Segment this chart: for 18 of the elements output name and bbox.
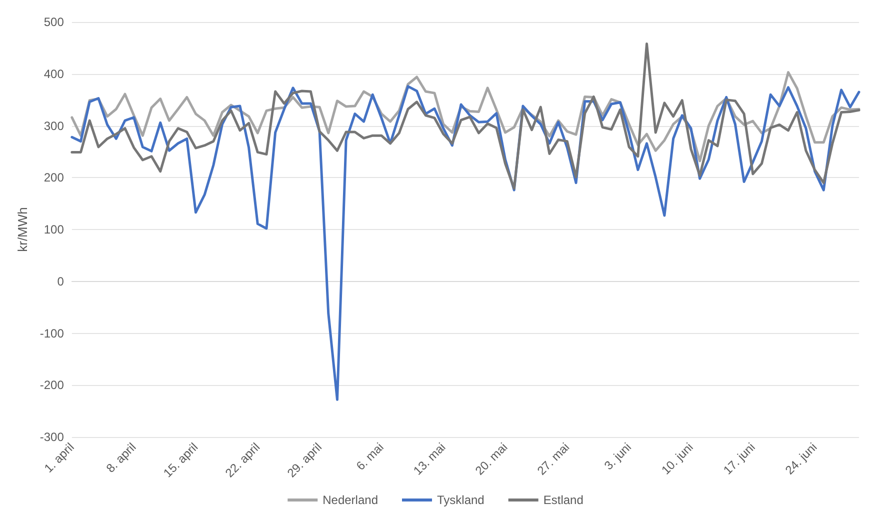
y-tick-label: 500 — [44, 15, 64, 29]
x-tick-label: 20. mai — [472, 440, 510, 478]
legend-label: Estland — [543, 493, 584, 507]
x-tick-label: 13. mai — [410, 440, 448, 478]
y-tick-label: 400 — [44, 66, 64, 81]
y-tick-label: 300 — [44, 118, 64, 133]
line-series — [70, 42, 860, 190]
y-tick-label: 0 — [57, 274, 64, 288]
y-tick-label: -100 — [40, 326, 64, 340]
y-tick-label: 200 — [44, 170, 64, 185]
legend-label: Tyskland — [436, 493, 484, 507]
x-tick-label: 27. mai — [534, 440, 572, 478]
y-axis-title: kr/MWh — [15, 207, 30, 252]
y-tick-label: 100 — [44, 222, 64, 236]
y-tick-label: -200 — [40, 378, 64, 392]
legend-label: Nederland — [322, 493, 378, 507]
x-tick-label: 6. mai — [353, 440, 386, 474]
y-tick-label: -300 — [40, 430, 64, 444]
